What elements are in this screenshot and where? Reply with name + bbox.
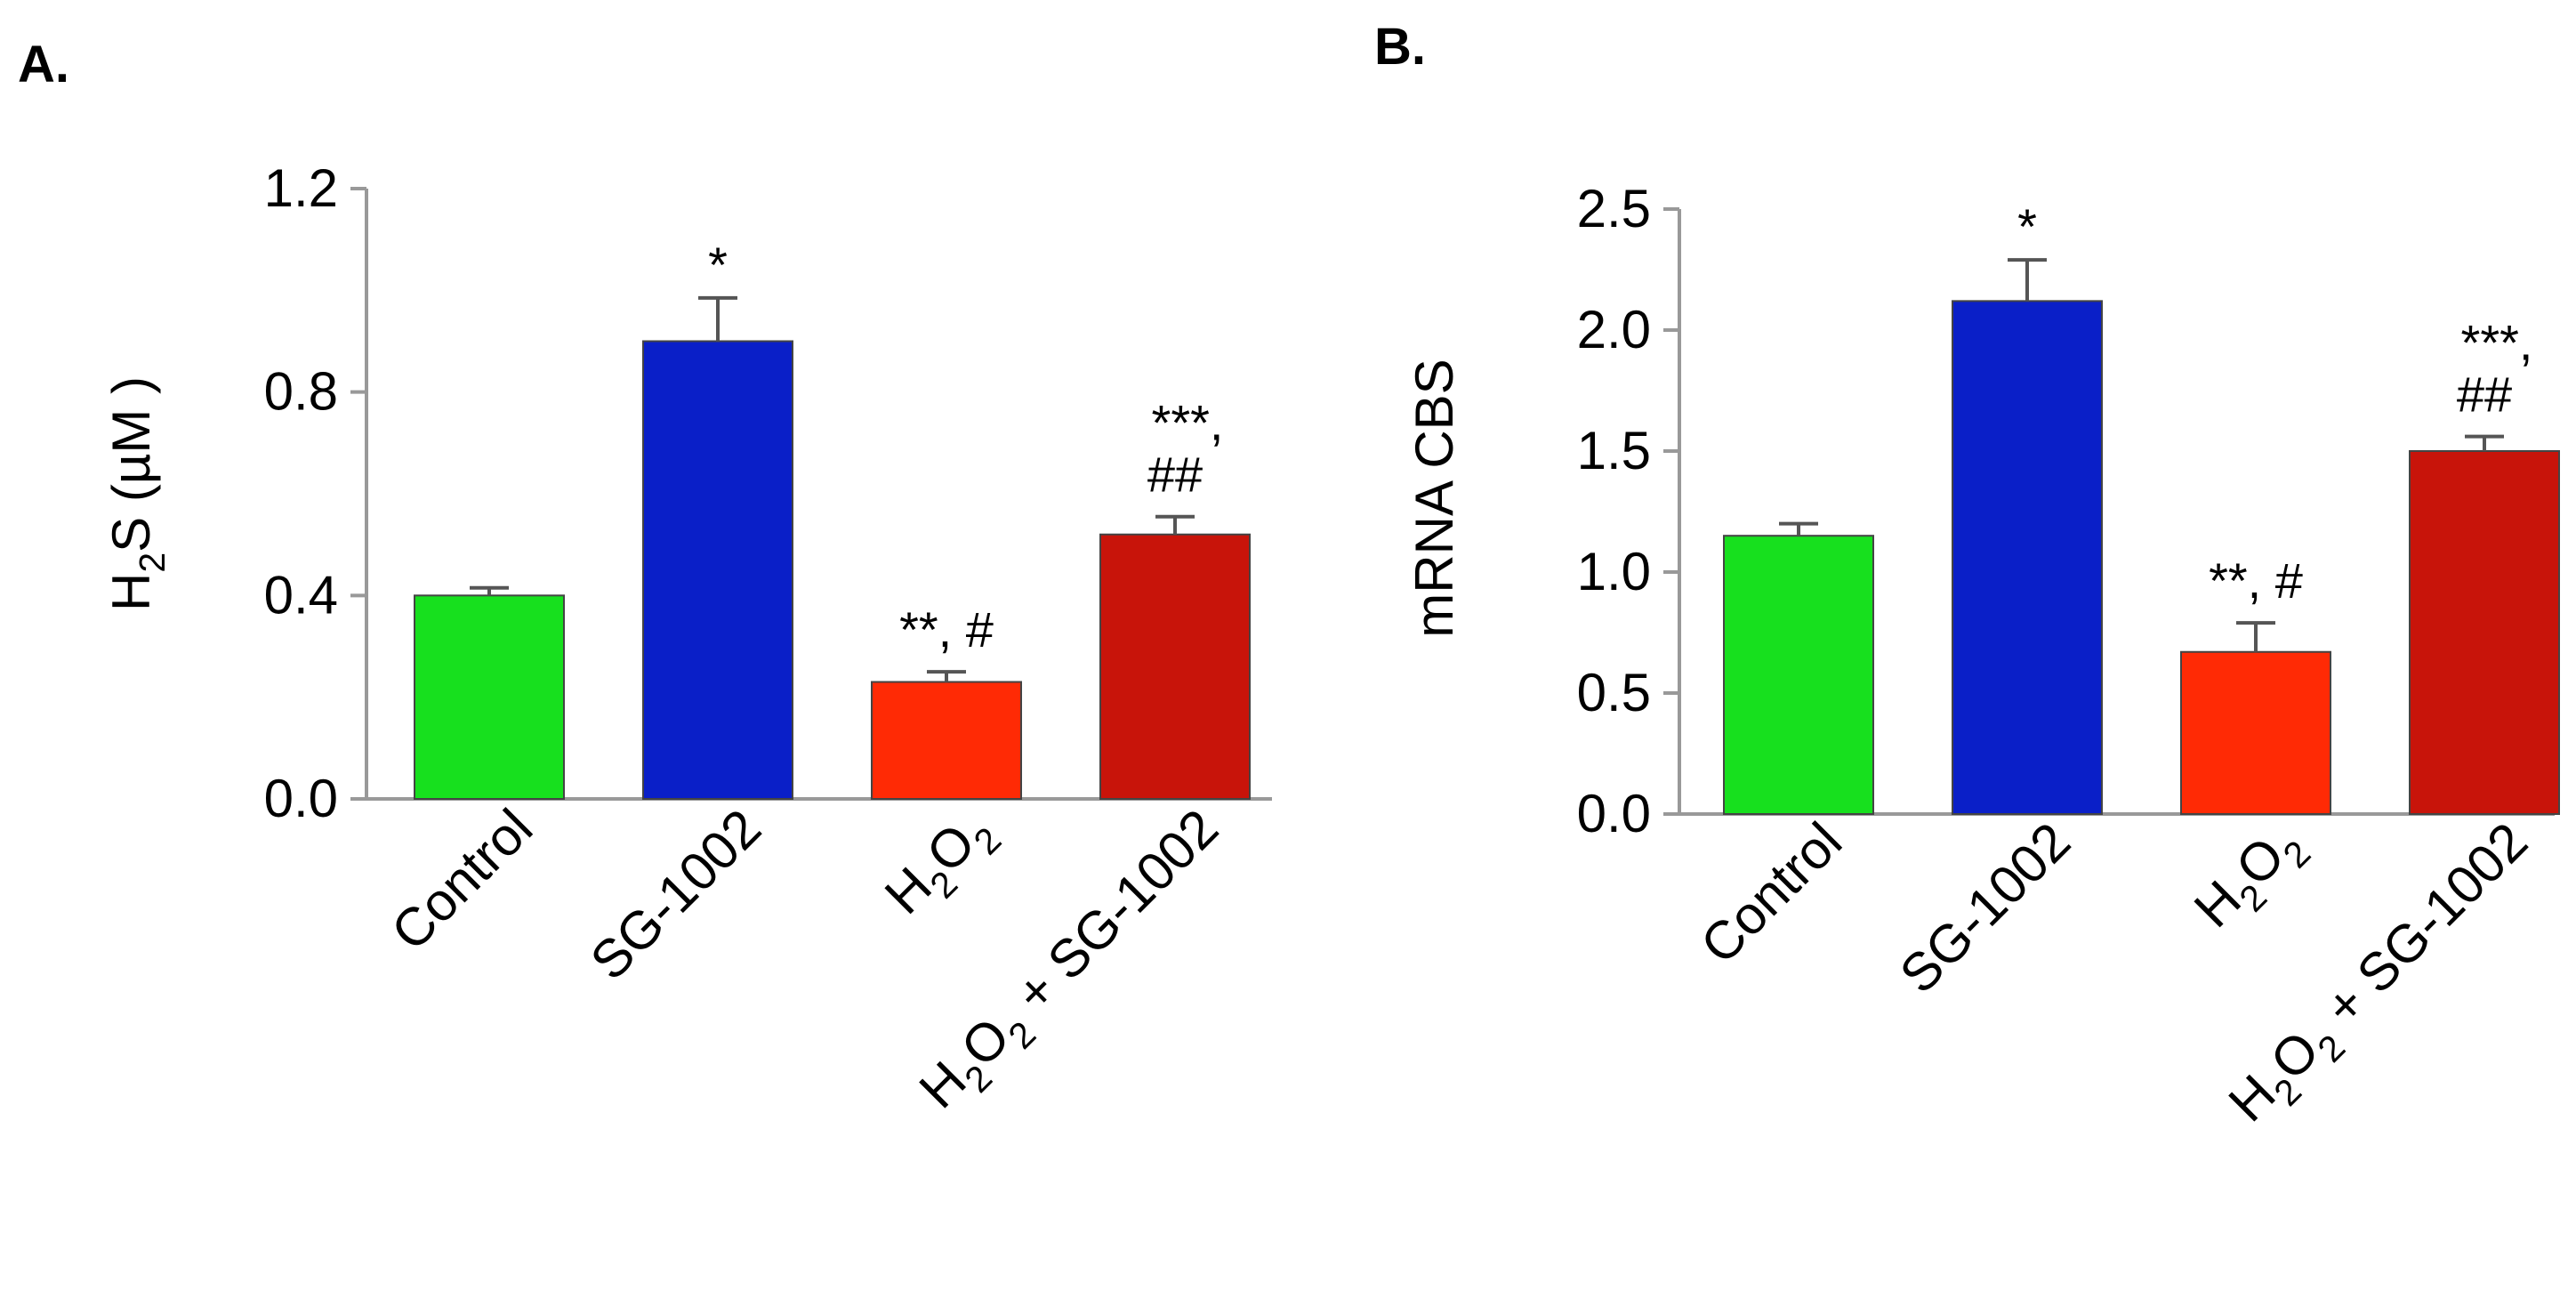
significance-label: ***, <box>1152 395 1224 451</box>
y-tick-label: 1.0 <box>1577 542 1651 601</box>
category-label-2: SG-1002 <box>1888 811 2081 1004</box>
bar-1 <box>414 594 565 800</box>
y-axis-label: mRNA CBS <box>1405 359 1464 637</box>
bar-4 <box>2409 450 2560 815</box>
panel-b: B. 0.0 0.5 1.0 1.5 2.0 2.5 mRNA CBS Control * SG-… <box>1374 18 2560 1133</box>
y-tick-label: 0.5 <box>1577 663 1651 722</box>
bar-3 <box>2180 650 2331 816</box>
y-tick-label: 0.0 <box>264 769 338 828</box>
category-label-3: H2O2 <box>873 798 1009 933</box>
y-tick-label: 0.0 <box>1577 784 1651 843</box>
category-label-1: Control <box>380 798 543 962</box>
panel-a: A. 0.0 0.4 0.8 1.2 H2S (µM ) Control * SG-1002 *… <box>18 36 1272 1119</box>
category-label-1: Control <box>1689 811 1853 975</box>
category-label-2: SG-1002 <box>579 798 772 991</box>
y-tick-label: 1.5 <box>1577 421 1651 480</box>
significance-label: ## <box>2457 367 2512 423</box>
y-tick-label: 2.0 <box>1577 300 1651 359</box>
panel-label-a: A. <box>18 36 69 93</box>
y-tick-label: 1.2 <box>264 158 338 218</box>
significance-label: **, # <box>2209 552 2303 609</box>
category-label-3: H2O2 <box>2183 811 2318 947</box>
y-tick-label: 0.4 <box>264 565 338 625</box>
y-tick-label: 2.5 <box>1577 179 1651 238</box>
panel-label-b: B. <box>1374 18 1426 76</box>
significance-label: * <box>708 237 728 293</box>
y-axis-label: H2S (µM ) <box>101 376 173 611</box>
y-tick-label: 0.8 <box>264 362 338 422</box>
bar-3 <box>871 681 1022 800</box>
significance-label: ***, <box>2461 315 2533 371</box>
bar-2 <box>1952 300 2103 815</box>
bar-1 <box>1723 535 1874 815</box>
bar-4 <box>1099 533 1251 800</box>
bar-2 <box>642 340 793 800</box>
significance-label: * <box>2017 198 2037 254</box>
significance-label: ## <box>1147 447 1203 503</box>
significance-label: **, # <box>899 601 994 657</box>
